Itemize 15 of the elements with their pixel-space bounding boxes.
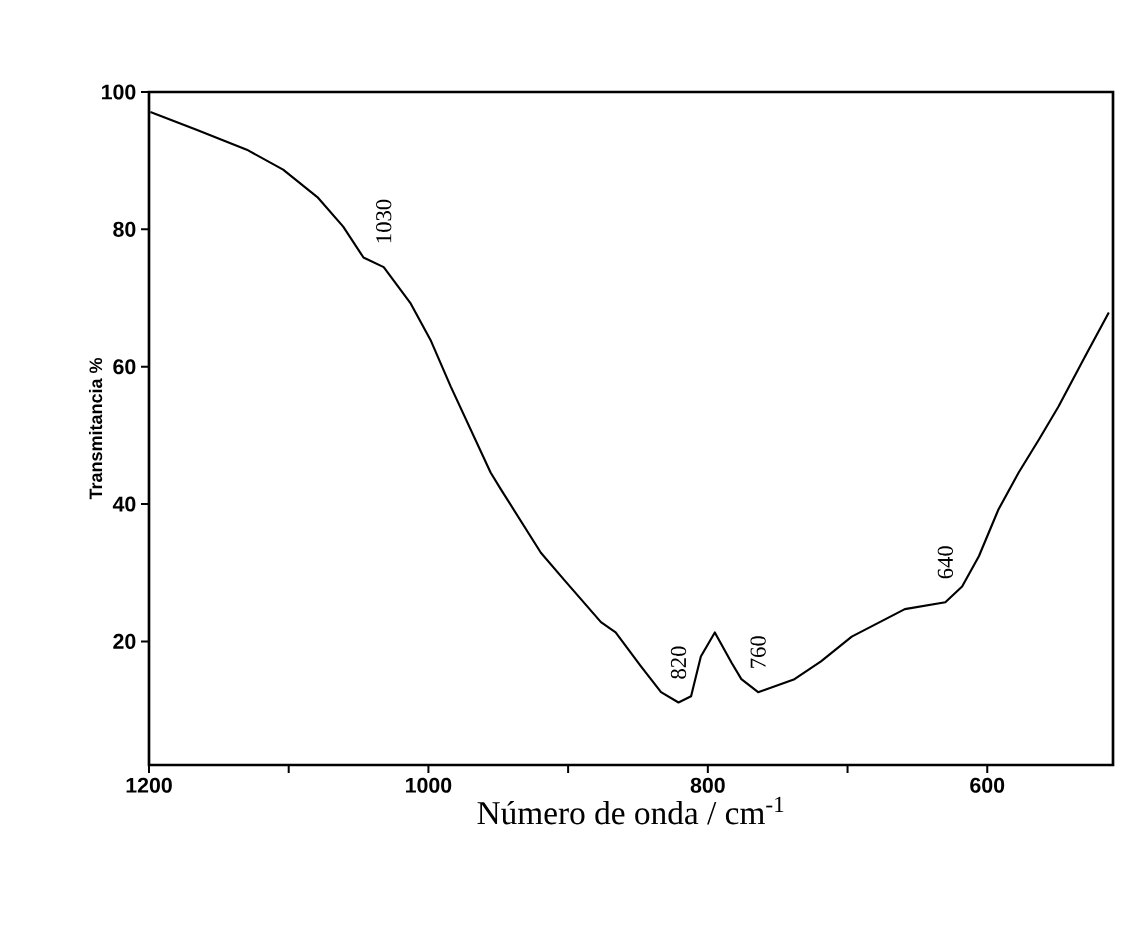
y-tick-label: 20 xyxy=(113,633,136,649)
y-axis-title: Transmitancia % xyxy=(88,357,103,500)
x-tick-label: 800 xyxy=(690,777,725,793)
x-tick-label: 1000 xyxy=(406,777,452,793)
annotation: 760 xyxy=(750,636,766,668)
x-tick-label: 1200 xyxy=(126,777,172,793)
y-tick-label: 40 xyxy=(112,496,136,512)
y-tick-label: 80 xyxy=(113,221,136,237)
annotation: 820 xyxy=(670,646,687,679)
x-tick-label: 600 xyxy=(970,777,1005,793)
annotation: 1030 xyxy=(376,199,392,243)
y-tick-label: 60 xyxy=(113,359,136,375)
annotation: 640 xyxy=(937,546,953,579)
y-tick-label: 100 xyxy=(102,84,136,100)
x-axis-title: Número de onda / cm$^{-1}$ xyxy=(477,796,784,825)
